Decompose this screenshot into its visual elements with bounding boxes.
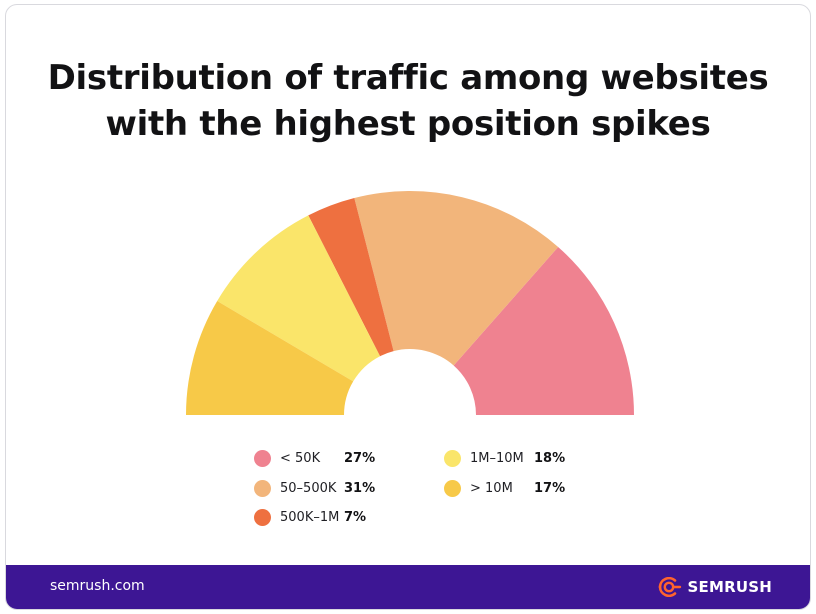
- chart-slice-under-50k: [453, 246, 634, 415]
- chart-title: Distribution of traffic among websites w…: [6, 55, 810, 147]
- legend-label: 1M–10M: [470, 450, 524, 466]
- chart-slice-1m-10m: [217, 215, 381, 382]
- legend-swatch: [444, 479, 461, 497]
- legend-value: 18%: [534, 450, 566, 466]
- brand-logo: SEMRUSH: [657, 576, 772, 598]
- infographic-card: Distribution of traffic among websites w…: [5, 4, 811, 610]
- legend-item-500k-1m: 500K–1M 7%: [254, 505, 366, 529]
- legend-label: < 50K: [280, 450, 321, 466]
- legend-value: 27%: [344, 450, 376, 466]
- legend-item-50k-500k: 50–500K 31%: [254, 476, 375, 500]
- footer-bar: semrush.com SEMRUSH: [6, 565, 810, 609]
- brand-name: SEMRUSH: [687, 578, 772, 596]
- legend-value: 7%: [344, 509, 367, 525]
- semrush-flame-icon: [658, 577, 681, 597]
- legend-item-under-50k: < 50K 27%: [254, 446, 375, 470]
- chart-slice-over-10m: [186, 300, 354, 415]
- legend-item-over-10m: > 10M 17%: [444, 476, 565, 500]
- legend-swatch: [254, 508, 271, 526]
- legend-swatch: [254, 479, 271, 497]
- legend-label: > 10M: [470, 480, 513, 496]
- chart-title-line-2: with the highest position spikes: [105, 104, 711, 144]
- legend-label: 500K–1M: [280, 509, 340, 525]
- legend-item-1m-10m: 1M–10M 18%: [444, 446, 565, 470]
- half-donut-chart: [186, 191, 634, 415]
- legend-swatch: [444, 449, 461, 467]
- chart-slice-500k-1m: [308, 198, 394, 357]
- legend-swatch: [254, 449, 271, 467]
- legend-value: 17%: [534, 480, 566, 496]
- chart-legend: < 50K 27% 50–500K 31% 500K–1M 7% 1M–10M …: [254, 446, 594, 536]
- chart-slice-50k-500k: [354, 191, 559, 366]
- legend-value: 31%: [344, 480, 376, 496]
- chart-title-line-1: Distribution of traffic among websites: [47, 58, 769, 98]
- legend-label: 50–500K: [280, 480, 337, 496]
- footer-site-link[interactable]: semrush.com: [50, 578, 145, 594]
